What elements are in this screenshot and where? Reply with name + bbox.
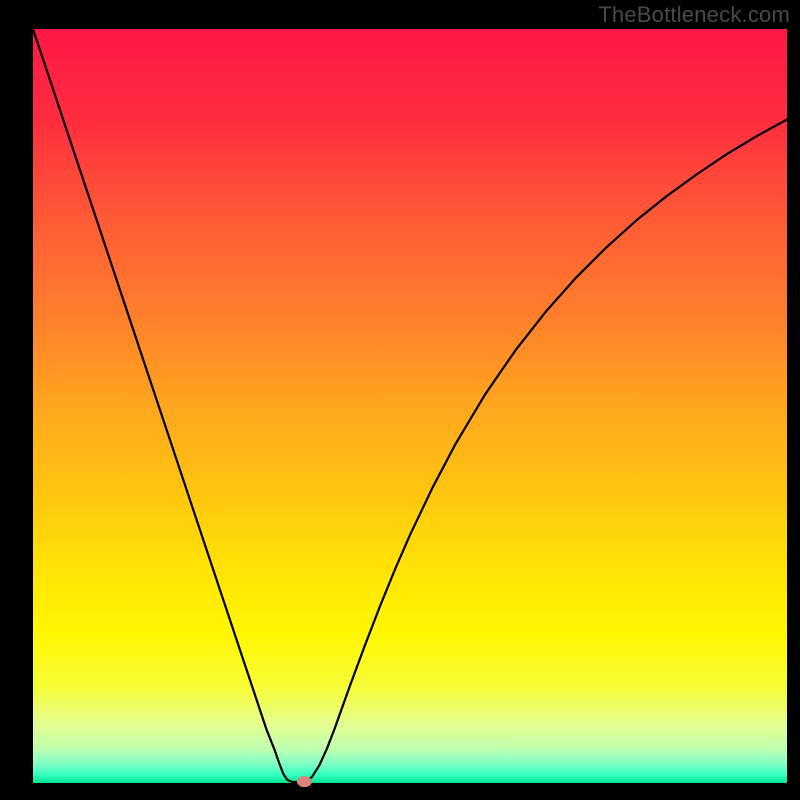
plot-background xyxy=(33,29,787,783)
optimal-point-marker xyxy=(297,776,312,787)
bottleneck-chart xyxy=(0,0,800,800)
watermark-text: TheBottleneck.com xyxy=(598,2,790,28)
chart-container: { "watermark": { "text": "TheBottleneck.… xyxy=(0,0,800,800)
